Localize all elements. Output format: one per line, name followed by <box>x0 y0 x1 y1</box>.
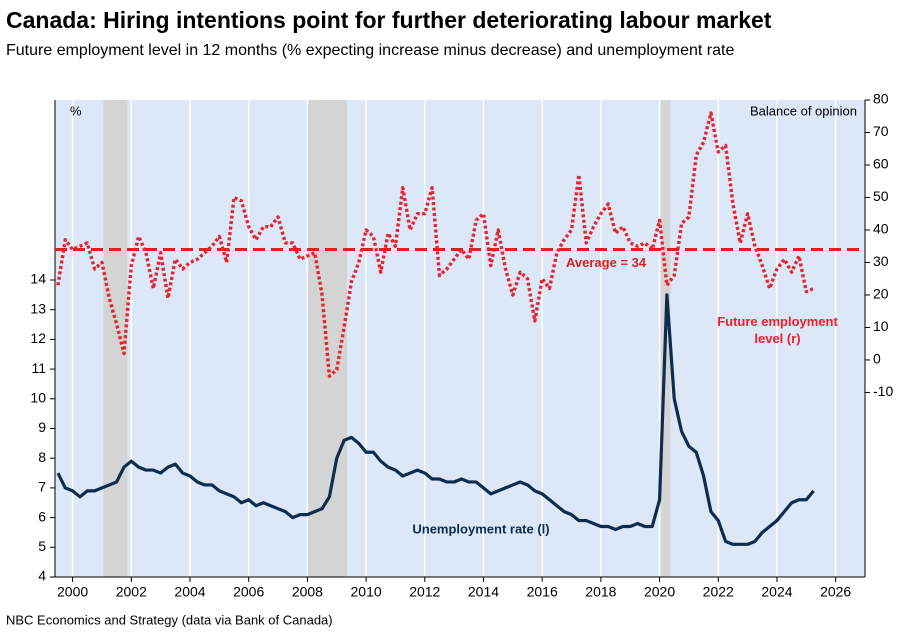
y2-tick-label: 30 <box>873 253 889 269</box>
y-tick-label: 12 <box>30 330 46 346</box>
x-tick-label: 2004 <box>174 584 205 600</box>
y2-tick-label: 10 <box>873 318 889 334</box>
y-tick-label: 10 <box>30 389 46 405</box>
y2-tick-label: 20 <box>873 286 889 302</box>
y2-tick-label: 80 <box>873 91 889 107</box>
chart-title: Canada: Hiring intentions point for furt… <box>6 7 772 33</box>
x-tick-label: 2012 <box>409 584 440 600</box>
y-tick-label: 7 <box>38 479 46 495</box>
x-tick-label: 2010 <box>351 584 382 600</box>
y-axis-label: % <box>70 103 82 118</box>
x-tick-label: 2026 <box>820 584 851 600</box>
y-tick-label: 13 <box>30 300 46 316</box>
y2-axis-label: Balance of opinion <box>750 103 857 118</box>
y2-tick-label: 70 <box>873 123 889 139</box>
y-tick-label: 9 <box>38 419 46 435</box>
y-tick-label: 4 <box>38 568 46 584</box>
x-tick-label: 2024 <box>761 584 792 600</box>
series-line <box>56 293 815 546</box>
y-tick-label: 6 <box>38 508 46 524</box>
y2-tick-label: 40 <box>873 221 889 237</box>
x-tick-label: 2022 <box>703 584 734 600</box>
series-label-box: Future employment level (r) <box>717 314 838 346</box>
y2-tick-label: 0 <box>873 351 881 367</box>
series-label: Unemployment rate (l) <box>412 521 549 536</box>
y-tick-label: 11 <box>31 360 46 376</box>
x-tick-label: 2002 <box>116 584 147 600</box>
x-tick-label: 2016 <box>527 584 558 600</box>
x-tick-label: 2006 <box>233 584 264 600</box>
y2-tick-label: 50 <box>873 188 889 204</box>
x-tick-label: 2008 <box>292 584 323 600</box>
recession-band <box>103 100 128 577</box>
y-tick-label: 8 <box>38 449 46 465</box>
chart-subtitle: Future employment level in 12 months (% … <box>6 42 734 59</box>
series-label: Future employment level (r) <box>717 314 838 346</box>
source: NBC Economics and Strategy (data via Ban… <box>6 612 333 627</box>
y-tick-label: 14 <box>30 271 46 287</box>
y-tick-label: 5 <box>38 538 46 554</box>
series-line <box>56 111 815 378</box>
y2-tick-label: -10 <box>873 383 893 399</box>
y2-tick-label: 60 <box>873 156 889 172</box>
average-label: Average = 34 <box>566 255 647 270</box>
x-tick-label: 2018 <box>585 584 616 600</box>
x-tick-label: 2020 <box>644 584 675 600</box>
x-tick-label: 2000 <box>57 584 88 600</box>
x-tick-label: 2014 <box>468 584 499 600</box>
